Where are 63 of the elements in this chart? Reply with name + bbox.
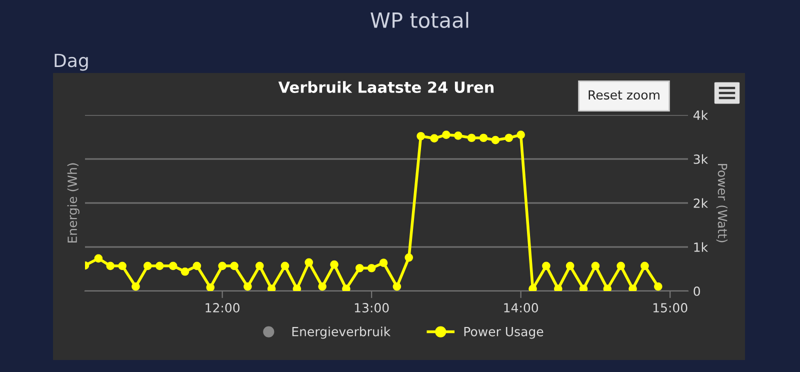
point bbox=[118, 262, 126, 270]
text: Dag bbox=[54, 54, 88, 71]
text: Reset zoom bbox=[588, 90, 660, 100]
point bbox=[106, 262, 115, 270]
point bbox=[379, 258, 388, 268]
point bbox=[318, 282, 326, 291]
y2-tick-label: 1k bbox=[694, 242, 708, 252]
legend-label: Energieverbruik bbox=[292, 326, 391, 339]
point bbox=[392, 282, 402, 291]
point bbox=[132, 282, 140, 291]
y2-tick-label: 4k bbox=[693, 110, 708, 120]
point bbox=[144, 262, 152, 270]
x-tick-label: 15:00 bbox=[653, 303, 688, 312]
y2-tick-label: 2k bbox=[694, 198, 708, 208]
point bbox=[554, 284, 562, 291]
point bbox=[192, 262, 202, 270]
point bbox=[280, 262, 290, 270]
point bbox=[342, 284, 350, 291]
legend-label: Power Usage bbox=[464, 327, 544, 339]
point bbox=[491, 136, 500, 144]
point bbox=[94, 254, 103, 263]
point bbox=[479, 134, 488, 142]
x-tick-label: 12:00 bbox=[206, 303, 240, 312]
point bbox=[628, 284, 637, 291]
point bbox=[404, 253, 414, 262]
point bbox=[304, 258, 314, 267]
point bbox=[155, 262, 164, 270]
point bbox=[230, 262, 238, 270]
point bbox=[292, 284, 302, 291]
point bbox=[528, 284, 537, 291]
point bbox=[640, 262, 649, 270]
point bbox=[591, 262, 600, 270]
y-axis-title: Energie (Wh) bbox=[67, 163, 80, 243]
point bbox=[516, 130, 525, 139]
point bbox=[218, 262, 226, 270]
point bbox=[504, 134, 514, 142]
point bbox=[542, 262, 550, 270]
point bbox=[430, 134, 438, 142]
y2-axis-title: Power (Watt) bbox=[716, 164, 728, 242]
point bbox=[255, 262, 264, 270]
y2-tick-label: 0 bbox=[694, 286, 700, 296]
chart-title: Verbruik Laatste 24 Uren bbox=[278, 81, 494, 93]
point bbox=[367, 264, 376, 272]
point bbox=[355, 264, 364, 272]
point bbox=[180, 267, 190, 276]
point bbox=[244, 282, 252, 291]
point bbox=[603, 284, 612, 291]
x-tick-label: 13:00 bbox=[354, 303, 389, 312]
point bbox=[267, 284, 276, 291]
y2-tick-label: 3k bbox=[694, 154, 708, 164]
point bbox=[566, 262, 574, 270]
point bbox=[442, 130, 450, 139]
point bbox=[654, 282, 662, 291]
point bbox=[467, 134, 476, 142]
point bbox=[579, 284, 588, 291]
point bbox=[330, 260, 338, 269]
point bbox=[168, 262, 178, 270]
point bbox=[416, 132, 425, 140]
point bbox=[454, 132, 462, 140]
point bbox=[616, 262, 625, 270]
x-tick-label: 14:00 bbox=[504, 303, 538, 312]
text: WP totaal bbox=[370, 12, 468, 28]
point bbox=[206, 283, 215, 291]
